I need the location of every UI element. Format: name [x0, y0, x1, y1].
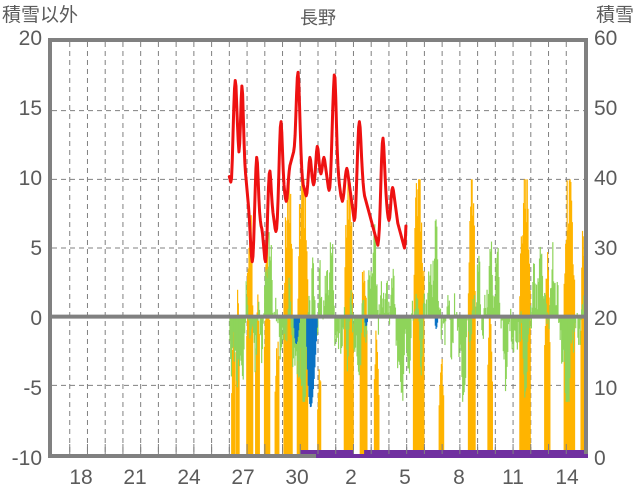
- left-tick-20: 20: [18, 27, 42, 50]
- left-tick-m10: -10: [11, 447, 42, 470]
- left-tick-0: 0: [30, 307, 42, 330]
- plot-inner: [52, 42, 584, 454]
- right-axis-title: 積雪: [595, 5, 634, 26]
- chart-canvas: [52, 42, 584, 454]
- left-tick-m5: -5: [23, 377, 42, 400]
- x-tick-2: 2: [345, 466, 357, 489]
- left-tick-10: 10: [18, 167, 42, 190]
- right-tick-0: 0: [594, 447, 606, 470]
- x-tick-30: 30: [285, 466, 309, 489]
- left-axis-title: 積雪以外: [2, 5, 79, 26]
- x-tick-11: 11: [502, 466, 524, 489]
- right-tick-60: 60: [594, 27, 618, 50]
- right-tick-30: 30: [594, 237, 618, 260]
- x-tick-24: 24: [177, 466, 201, 489]
- plot-area: [48, 38, 588, 458]
- x-tick-27: 27: [231, 466, 255, 489]
- x-tick-5: 5: [399, 466, 411, 489]
- left-tick-5: 5: [30, 237, 42, 260]
- left-tick-15: 15: [18, 97, 42, 120]
- x-tick-14: 14: [555, 466, 579, 489]
- snow-period-baseline: [316, 454, 588, 458]
- right-tick-20: 20: [594, 307, 618, 330]
- right-tick-40: 40: [594, 167, 618, 190]
- x-tick-8: 8: [453, 466, 465, 489]
- x-tick-18: 18: [69, 466, 93, 489]
- right-tick-50: 50: [594, 97, 618, 120]
- x-tick-21: 21: [123, 466, 147, 489]
- chart-title: 長野: [300, 8, 336, 28]
- right-tick-10: 10: [594, 377, 618, 400]
